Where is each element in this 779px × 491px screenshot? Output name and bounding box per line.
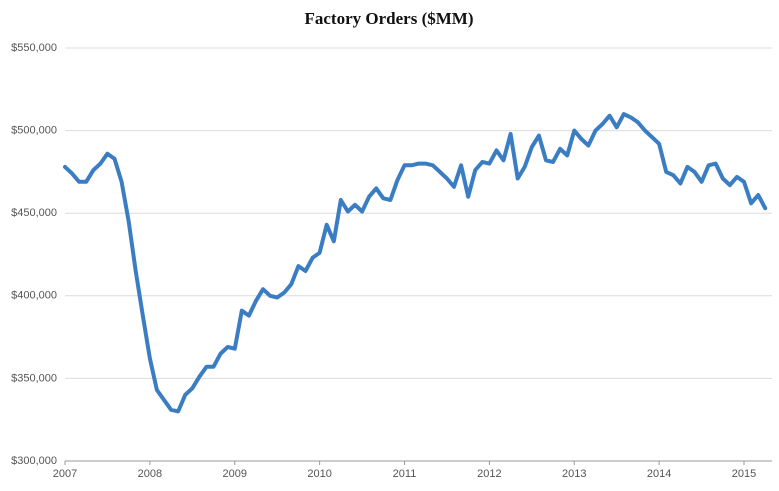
x-tick-label: 2007: [53, 468, 77, 480]
x-tick-label: 2015: [732, 468, 756, 480]
x-tick-label: 2008: [138, 468, 162, 480]
y-tick-label: $500,000: [11, 125, 57, 137]
x-tick-label: 2014: [647, 468, 671, 480]
chart-title: Factory Orders ($MM): [305, 9, 474, 28]
x-tick-label: 2012: [477, 468, 501, 480]
x-tick-label: 2009: [223, 468, 247, 480]
y-tick-label: $550,000: [11, 42, 57, 54]
y-tick-label: $300,000: [11, 455, 57, 467]
x-tick-label: 2011: [393, 468, 417, 480]
y-tick-label: $400,000: [11, 290, 57, 302]
line-series: [63, 112, 768, 414]
y-tick-label: $450,000: [11, 207, 57, 219]
x-tick-label: 2010: [307, 468, 331, 480]
y-tick-label: $350,000: [11, 372, 57, 384]
x-tick-label: 2013: [562, 468, 586, 480]
